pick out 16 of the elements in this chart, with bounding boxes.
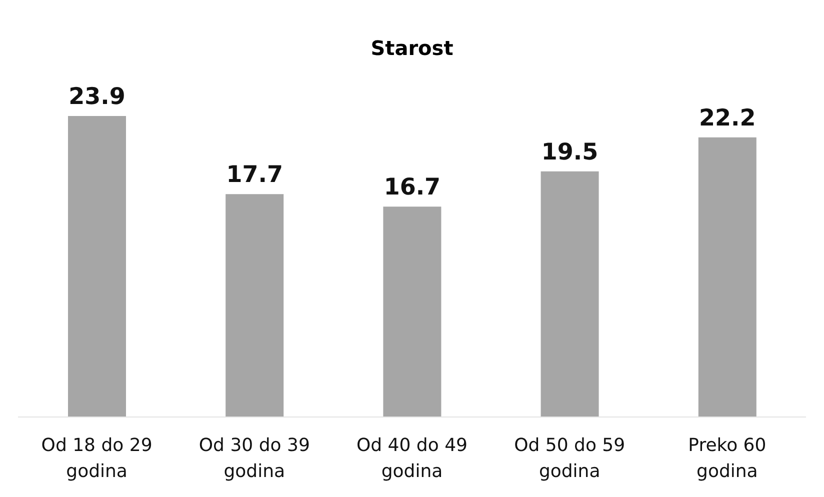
chart-title: Starost xyxy=(370,35,454,62)
x-tick-label: Od 40 do 49 godina xyxy=(356,435,468,482)
bar xyxy=(540,171,599,417)
bar xyxy=(226,194,284,417)
data-label: 22.2 xyxy=(699,105,756,132)
data-label: 23.9 xyxy=(68,84,126,110)
bar xyxy=(383,206,442,417)
bar xyxy=(698,137,756,417)
data-label: 19.5 xyxy=(541,139,598,166)
data-label: 16.7 xyxy=(384,174,441,201)
x-tick-label: Od 50 do 59 godina xyxy=(514,435,626,482)
x-tick-label: Od 30 do 39 godina xyxy=(198,435,310,482)
bar xyxy=(68,116,126,417)
data-label: 17.7 xyxy=(226,162,283,188)
x-tick-label: Od 18 do 29 godina xyxy=(41,435,152,482)
x-tick-label: Preko 60 godina xyxy=(688,435,766,482)
